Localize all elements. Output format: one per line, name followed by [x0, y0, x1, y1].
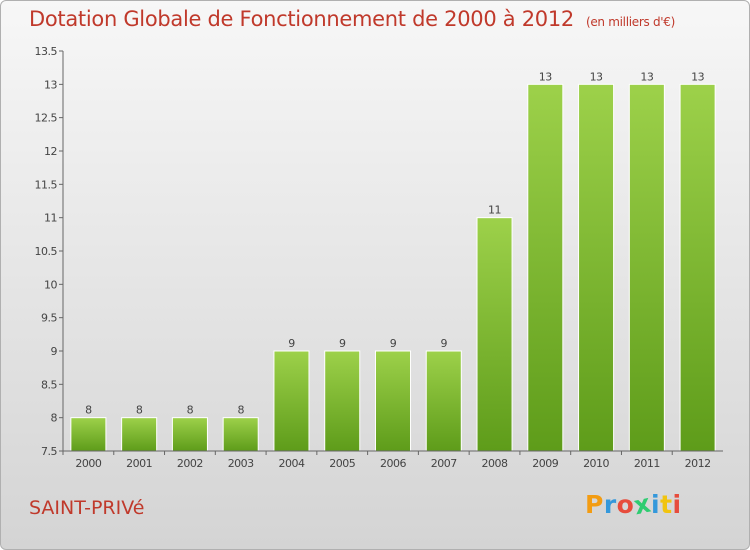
bar-2004 — [273, 350, 310, 452]
bar-2009 — [527, 83, 564, 452]
x-tick-label-2000: 2000 — [75, 457, 101, 470]
data-label-2005: 9 — [339, 337, 346, 350]
x-tick-label-2008: 2008 — [482, 457, 508, 470]
x-tick-label-2012: 2012 — [685, 457, 711, 470]
commune-name: SAINT-PRIVé — [29, 497, 145, 519]
data-label-2009: 13 — [539, 70, 552, 83]
chart-unit: (en milliers d'€) — [585, 15, 675, 29]
y-tick-label: 7.5 — [41, 445, 57, 458]
y-tick-label: 9.5 — [41, 312, 57, 325]
data-label-2007: 9 — [441, 337, 448, 350]
data-label-2000: 8 — [85, 404, 92, 417]
data-label-2001: 8 — [136, 404, 143, 417]
bar-2002 — [171, 417, 208, 452]
data-label-2010: 13 — [590, 70, 603, 83]
logo-letter: i — [672, 490, 682, 519]
chart-title: Dotation Globale de Fonctionnement de 20… — [29, 7, 675, 31]
y-tick-label: 11 — [44, 212, 57, 225]
bar-2001 — [121, 417, 158, 452]
y-tick-label: 12.5 — [35, 112, 58, 125]
bar-2012 — [679, 83, 716, 452]
bar-2000 — [70, 417, 107, 452]
y-tick-label: 11.5 — [35, 178, 58, 191]
data-label-2004: 9 — [288, 337, 295, 350]
x-tick-label-2007: 2007 — [431, 457, 457, 470]
logo-letter: t — [660, 490, 673, 519]
y-tick-label: 9 — [51, 345, 58, 358]
x-tick-label-2003: 2003 — [228, 457, 254, 470]
x-tick-label-2010: 2010 — [583, 457, 609, 470]
data-label-2008: 11 — [488, 204, 501, 217]
data-label-2011: 13 — [640, 70, 653, 83]
x-tick-label-2002: 2002 — [177, 457, 203, 470]
bar-2006 — [374, 350, 412, 452]
x-tick-label-2009: 2009 — [532, 457, 558, 470]
chart-title-text: Dotation Globale de Fonctionnement de 20… — [29, 7, 574, 31]
bar-2008 — [476, 217, 513, 452]
x-tick-label-2004: 2004 — [278, 457, 304, 470]
x-tick-label-2011: 2011 — [634, 457, 660, 470]
data-label-2006: 9 — [390, 337, 397, 350]
y-tick-label: 10.5 — [35, 245, 58, 258]
logo-letter: i — [651, 490, 661, 519]
x-tick-label-2001: 2001 — [126, 457, 152, 470]
bars: 8 8 8 8 9 9 9 9 11 13 13 13 13 — [70, 70, 716, 452]
y-tick-label: 8.5 — [41, 378, 57, 391]
y-axis: 7.5 8 8.5 9 9.5 10 10.5 11 11.5 12 12.5 13 13.5 — [35, 45, 64, 458]
bar-2003 — [222, 417, 259, 452]
x-tick-label-2005: 2005 — [329, 457, 355, 470]
bar-2005 — [324, 350, 361, 452]
proxiti-logo[interactable]: Proxiti — [585, 489, 682, 521]
x-axis: 2000 2001 2002 2003 2004 2005 2006 2007 2008 2009… — [62, 450, 723, 470]
y-tick-label: 10 — [44, 278, 57, 291]
logo-letter: r — [603, 490, 617, 519]
logo-letter: P — [585, 490, 604, 519]
y-tick-label: 13.5 — [35, 45, 58, 58]
data-label-2002: 8 — [187, 404, 194, 417]
y-tick-label: 8 — [51, 412, 58, 425]
bar-2010 — [578, 83, 615, 452]
bar-2011 — [628, 83, 665, 452]
y-tick-label: 13 — [44, 78, 57, 91]
data-label-2012: 13 — [691, 70, 704, 83]
data-label-2003: 8 — [237, 404, 244, 417]
logo-letter: o — [616, 490, 635, 519]
bar-2007 — [425, 350, 462, 452]
x-tick-label-2006: 2006 — [380, 457, 406, 470]
y-tick-label: 12 — [44, 145, 57, 158]
